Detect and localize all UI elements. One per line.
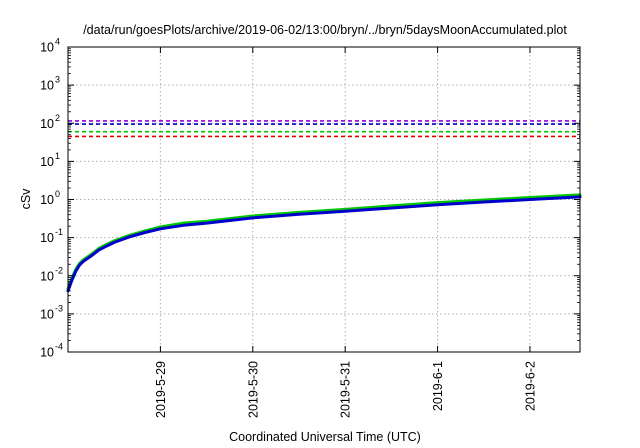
data-series [66,193,582,293]
y-tick-exponent: 2 [55,113,60,123]
y-tick-label: 103 [40,75,60,93]
y-tick-exponent: 1 [55,151,60,161]
series-line [66,193,582,291]
y-tick-label: 104 [40,37,60,55]
y-tick-exponent: 4 [55,37,60,47]
threshold-lines [68,120,580,138]
y-tick-label: 100 [40,189,60,207]
chart-title: /data/run/goesPlots/archive/2019-06-02/1… [83,23,567,37]
y-axis-label: cSv [19,188,33,210]
x-tick-label: 2019-5-29 [154,361,168,418]
y-tick-exponent: 0 [55,189,60,199]
y-tick-label: 102 [40,113,60,131]
x-axis-ticks: 2019-5-29 2019-5-30 2019-5-31 2019-6-1 2019-… [154,47,537,418]
x-tick-label: 2019-5-31 [339,361,353,418]
x-axis-label: Coordinated Universal Time (UTC) [229,430,421,444]
y-tick-exponent: -1 [55,227,63,237]
y-tick-base: 10 [40,41,54,55]
y-tick-base: 10 [40,79,54,93]
x-tick-label: 2019-5-30 [246,361,260,418]
y-tick-exponent: -3 [55,303,63,313]
series-line [66,195,582,293]
x-tick-label: 2019-6-2 [523,361,537,411]
y-tick-label: 10-3 [40,303,63,321]
x-tick-label: 2019-6-1 [431,361,445,411]
y-tick-base: 10 [40,346,54,360]
y-tick-exponent: 3 [55,75,60,85]
y-tick-label: 10-2 [40,265,63,283]
y-tick-base: 10 [40,231,54,245]
y-tick-exponent: -2 [55,265,63,275]
y-tick-base: 10 [40,307,54,321]
y-tick-base: 10 [40,155,54,169]
y-tick-base: 10 [40,269,54,283]
y-tick-base: 10 [40,193,54,207]
y-tick-label: 10-4 [40,342,63,360]
y-tick-label: 10-1 [40,227,63,245]
y-tick-base: 10 [40,117,54,131]
y-tick-exponent: -4 [55,342,63,352]
y-tick-label: 101 [40,151,60,169]
